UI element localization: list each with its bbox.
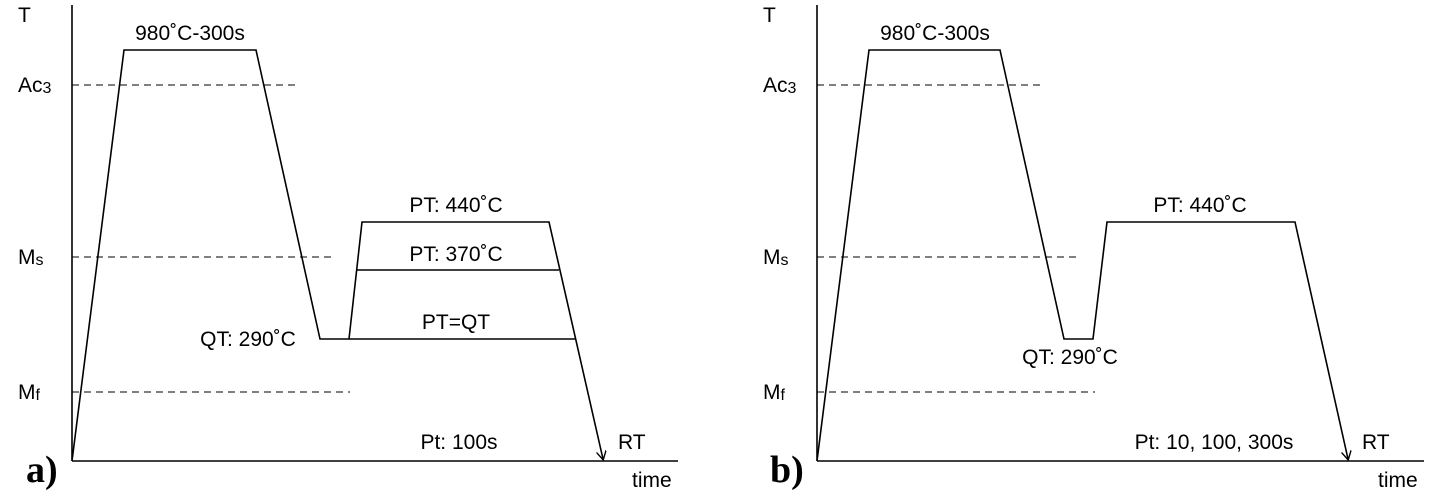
- room-temp-label: RT: [618, 431, 646, 454]
- partition-time-label: Pt: 10, 100, 300s: [1135, 431, 1294, 454]
- partition-temp-label: PT: 440˚C: [1153, 194, 1246, 217]
- treatment-path: [816, 49, 1348, 461]
- austenitize-label: 980˚C-300s: [135, 22, 245, 45]
- partition-time-label: Pt: 100s: [420, 431, 497, 454]
- level-ms-label: Ms: [18, 246, 44, 269]
- level-ac3-label: Ac3: [18, 74, 52, 97]
- x-axis-label: time: [1378, 469, 1418, 492]
- level-ms-label: Ms: [763, 246, 789, 269]
- panel-a: T time a) Ac3 Ms Mf 980˚C-300s QT: 290˚C…: [18, 4, 678, 492]
- treatment-path: [71, 49, 603, 461]
- panel-b: T time b) Ac3 Ms Mf 980˚C-300s QT: 290˚C…: [763, 4, 1424, 492]
- level-mf-label: Mf: [18, 381, 41, 404]
- partition-temp-label: PT=QT: [422, 311, 490, 334]
- y-axis-label: T: [763, 4, 776, 27]
- x-axis-label: time: [632, 469, 672, 492]
- partition-temp-label: PT: 440˚C: [409, 194, 502, 217]
- austenitize-label: 980˚C-300s: [880, 22, 990, 45]
- y-axis-label: T: [18, 4, 31, 27]
- quench-temp-label: QT: 290˚C: [1022, 346, 1118, 369]
- panel-label: a): [26, 449, 58, 491]
- room-temp-label: RT: [1362, 431, 1390, 454]
- panel-label: b): [770, 449, 804, 491]
- level-mf-label: Mf: [763, 381, 786, 404]
- level-ac3-label: Ac3: [763, 74, 797, 97]
- partition-temp-label: PT: 370˚C: [409, 243, 502, 266]
- quench-temp-label: QT: 290˚C: [200, 328, 296, 351]
